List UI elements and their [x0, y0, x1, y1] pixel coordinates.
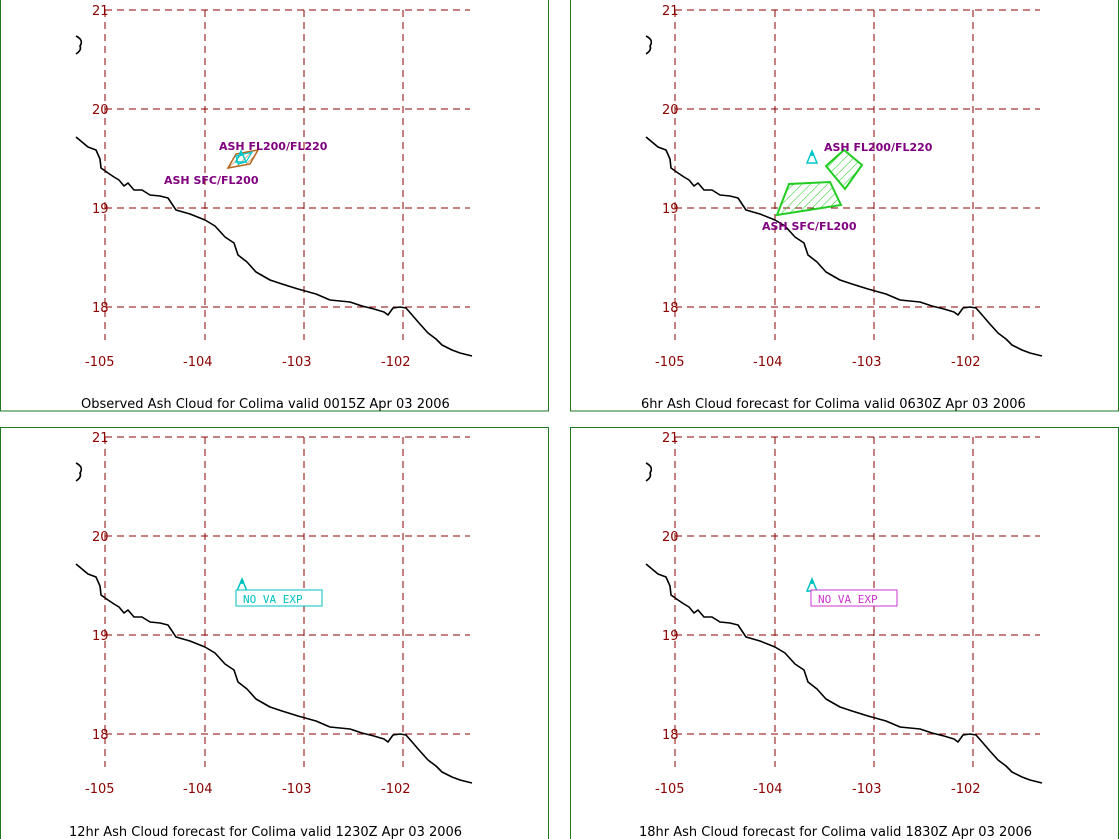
panel-frame	[570, 427, 1119, 839]
lat-tick-21: 21	[662, 431, 679, 446]
lat-tick-18: 18	[662, 301, 679, 316]
grid-lines	[674, 436, 1040, 767]
lon-tick-103: -103	[852, 355, 882, 370]
label-ash-sfc-fl200: ASH SFC/FL200	[164, 174, 259, 187]
no-va-exp-box	[235, 589, 323, 607]
lat-tick-21: 21	[662, 4, 679, 19]
lat-tick-21: 21	[92, 4, 109, 19]
coastline	[75, 136, 473, 357]
label-ash-fl200-fl220: ASH FL200/FL220	[219, 140, 328, 153]
island-coastline	[75, 35, 83, 55]
grid-lines	[104, 9, 470, 340]
panel-forecast-12hr: 21 20 19 18 -105 -104 -103 -102 NO VA EX…	[0, 427, 549, 839]
coastline	[645, 136, 1043, 357]
lon-tick-105: -105	[655, 782, 685, 797]
volcano-icon	[805, 149, 819, 164]
lat-tick-20: 20	[92, 530, 109, 545]
label-ash-sfc-fl200: ASH SFC/FL200	[762, 220, 857, 233]
lat-tick-20: 20	[662, 530, 679, 545]
coastline	[75, 563, 473, 784]
island-coastline	[645, 35, 653, 55]
volcano-icon	[234, 149, 248, 163]
grid-lines	[104, 436, 470, 767]
coastline	[645, 563, 1043, 784]
lat-tick-20: 20	[92, 103, 109, 118]
lon-tick-104: -104	[753, 355, 783, 370]
lon-tick-102: -102	[951, 782, 981, 797]
island-coastline	[75, 462, 83, 482]
panel-forecast-18hr: 21 20 19 18 -105 -104 -103 -102 NO VA EX…	[570, 427, 1119, 839]
panel-frame	[570, 0, 1119, 412]
island-coastline	[645, 462, 653, 482]
panel-frame	[0, 0, 549, 412]
panel-caption: 6hr Ash Cloud forecast for Colima valid …	[641, 397, 1026, 412]
lon-tick-104: -104	[753, 782, 783, 797]
panel-caption: 12hr Ash Cloud forecast for Colima valid…	[69, 825, 462, 839]
lon-tick-105: -105	[85, 355, 115, 370]
lat-tick-19: 19	[92, 202, 109, 217]
panel-caption: 18hr Ash Cloud forecast for Colima valid…	[639, 825, 1032, 839]
lon-tick-104: -104	[183, 782, 213, 797]
panel-caption: Observed Ash Cloud for Colima valid 0015…	[81, 397, 450, 412]
lat-tick-19: 19	[662, 629, 679, 644]
no-va-exp-box	[810, 589, 898, 607]
lon-tick-102: -102	[951, 355, 981, 370]
panel-frame	[0, 427, 549, 839]
lon-tick-103: -103	[282, 355, 312, 370]
no-va-exp-text: NO VA EXP	[243, 593, 303, 606]
ash-polygon-sfc-fl200	[775, 180, 843, 217]
lon-tick-102: -102	[381, 355, 411, 370]
lon-tick-102: -102	[381, 782, 411, 797]
lat-tick-19: 19	[662, 202, 679, 217]
no-va-exp-text: NO VA EXP	[818, 593, 878, 606]
grid-lines	[674, 9, 1040, 340]
ash-polygon-fl200-fl220	[824, 148, 864, 191]
label-ash-fl200-fl220: ASH FL200/FL220	[824, 141, 933, 154]
lat-tick-18: 18	[92, 301, 109, 316]
lon-tick-103: -103	[852, 782, 882, 797]
lat-tick-18: 18	[92, 728, 109, 743]
lon-tick-105: -105	[85, 782, 115, 797]
panel-observed: 21 20 19 18 -105 -104 -103 -102 ASH FL20…	[0, 0, 549, 412]
lat-tick-18: 18	[662, 728, 679, 743]
lon-tick-105: -105	[655, 355, 685, 370]
lat-tick-21: 21	[92, 431, 109, 446]
lon-tick-103: -103	[282, 782, 312, 797]
panel-forecast-6hr: 21 20 19 18 -105 -104 -103 -102 ASH FL20…	[570, 0, 1119, 412]
lat-tick-19: 19	[92, 629, 109, 644]
lat-tick-20: 20	[662, 103, 679, 118]
lon-tick-104: -104	[183, 355, 213, 370]
